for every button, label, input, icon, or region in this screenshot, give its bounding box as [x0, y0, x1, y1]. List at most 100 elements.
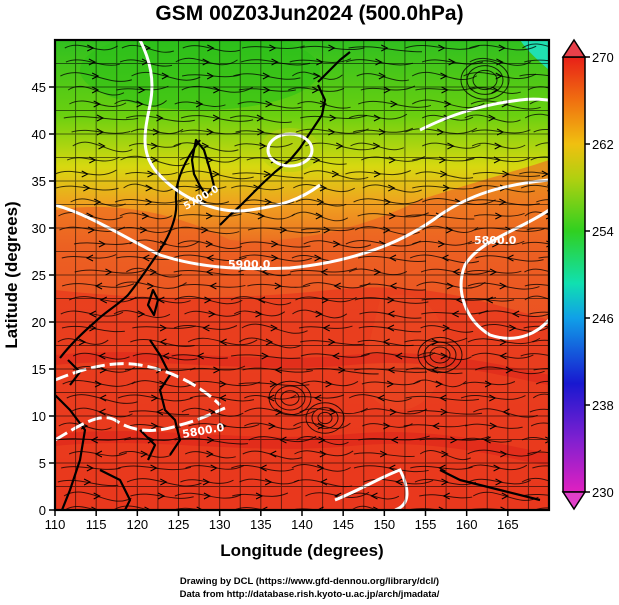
streamline-arrow	[256, 114, 264, 122]
streamline-arrow	[333, 240, 341, 248]
x-tick-label: 160	[456, 517, 478, 532]
streamline	[298, 325, 353, 329]
y-tick-label: 15	[32, 362, 46, 377]
streamline-arrow	[388, 464, 396, 472]
streamline	[351, 505, 378, 510]
streamline-arrow	[314, 394, 322, 402]
vortex-streamline	[268, 380, 312, 416]
vortex-streamline	[311, 407, 339, 429]
streamline	[238, 382, 310, 387]
streamline-arrow	[255, 492, 264, 500]
streamline-arrow	[270, 324, 278, 332]
streamline-arrow	[331, 170, 340, 178]
contour-5900-east	[459, 208, 549, 340]
streamline-arrow	[452, 268, 460, 276]
x-tick-label: 120	[126, 517, 148, 532]
streamline-arrow	[219, 338, 227, 346]
streamline-arrow	[274, 282, 282, 290]
streamline-arrow	[219, 422, 227, 430]
streamline-arrow	[451, 310, 459, 318]
streamline	[520, 184, 549, 189]
streamline-arrow	[87, 44, 95, 52]
x-tick-label: 150	[373, 517, 395, 532]
streamline	[125, 267, 182, 278]
streamline-arrow	[144, 506, 152, 510]
colorbar: 230 238 246 254 262 270	[561, 38, 614, 511]
streamline	[467, 449, 542, 457]
streamline-arrow	[333, 282, 341, 290]
streamline	[419, 450, 471, 461]
streamline	[242, 45, 305, 49]
streamline-arrow	[500, 506, 508, 510]
streamline	[71, 129, 131, 134]
streamline-arrow	[315, 212, 323, 220]
streamline	[532, 339, 549, 343]
streamline	[238, 88, 296, 92]
y-tick-label: 25	[32, 268, 46, 283]
streamline-arrow	[563, 507, 569, 513]
colorbar-tick-label: 254	[592, 224, 614, 239]
streamline-arrow	[498, 44, 506, 52]
streamline	[299, 407, 368, 415]
streamline-arrow	[438, 44, 446, 52]
streamline	[470, 87, 521, 94]
streamline	[187, 380, 261, 387]
streamline-arrow	[83, 478, 92, 486]
streamline-arrow	[380, 450, 388, 458]
contour-5700-east	[419, 97, 549, 132]
streamline-arrow	[389, 282, 397, 290]
streamline-arrow	[322, 324, 330, 332]
streamline-arrow	[556, 395, 562, 401]
streamline	[535, 380, 549, 385]
streamline	[470, 100, 541, 110]
streamline-arrow	[373, 268, 382, 276]
streamline	[536, 199, 549, 203]
streamline-arrow	[98, 240, 107, 248]
streamline-arrow	[260, 506, 268, 510]
streamline-arrow	[208, 310, 216, 318]
streamline-arrow	[390, 100, 398, 108]
x-tick-label: 130	[209, 517, 231, 532]
colorbar-tick-label: 270	[592, 50, 614, 65]
streamline	[291, 211, 349, 222]
streamline	[243, 199, 295, 205]
streamline	[468, 464, 528, 471]
y-tick-label: 5	[39, 456, 46, 471]
streamline-arrow	[99, 394, 107, 402]
streamline-arrow	[94, 380, 103, 388]
streamline-arrow	[438, 506, 446, 510]
streamline	[62, 380, 136, 387]
streamline-arrow	[557, 451, 563, 457]
streamline	[300, 340, 365, 346]
streamline	[519, 73, 549, 77]
streamline-arrow	[96, 114, 105, 122]
streamline	[350, 142, 405, 151]
streamline	[238, 254, 312, 262]
streamline-arrow	[195, 100, 204, 108]
streamline-arrow	[201, 142, 210, 150]
streamline	[521, 493, 549, 497]
streamline-arrow	[386, 380, 395, 388]
streamline	[232, 492, 289, 497]
streamline	[61, 466, 121, 470]
vortex-streamline	[274, 385, 306, 411]
streamline	[114, 99, 167, 107]
streamline-arrow	[319, 450, 327, 458]
streamline-arrow	[98, 142, 106, 150]
streamline-arrow	[447, 142, 455, 150]
streamline-arrow	[81, 170, 89, 178]
streamline-arrow	[156, 114, 164, 122]
streamline	[118, 465, 192, 471]
streamline-arrow	[489, 394, 497, 402]
streamline	[231, 354, 301, 359]
streamline-arrow	[387, 310, 395, 318]
streamline	[178, 213, 242, 217]
streamline	[64, 44, 118, 51]
streamline	[73, 242, 133, 246]
vortex-streamline	[317, 411, 333, 425]
streamline-arrow	[261, 352, 269, 360]
streamline	[413, 379, 467, 388]
streamline-arrow	[149, 268, 158, 276]
streamline	[123, 183, 177, 192]
streamline-arrow	[388, 184, 396, 192]
